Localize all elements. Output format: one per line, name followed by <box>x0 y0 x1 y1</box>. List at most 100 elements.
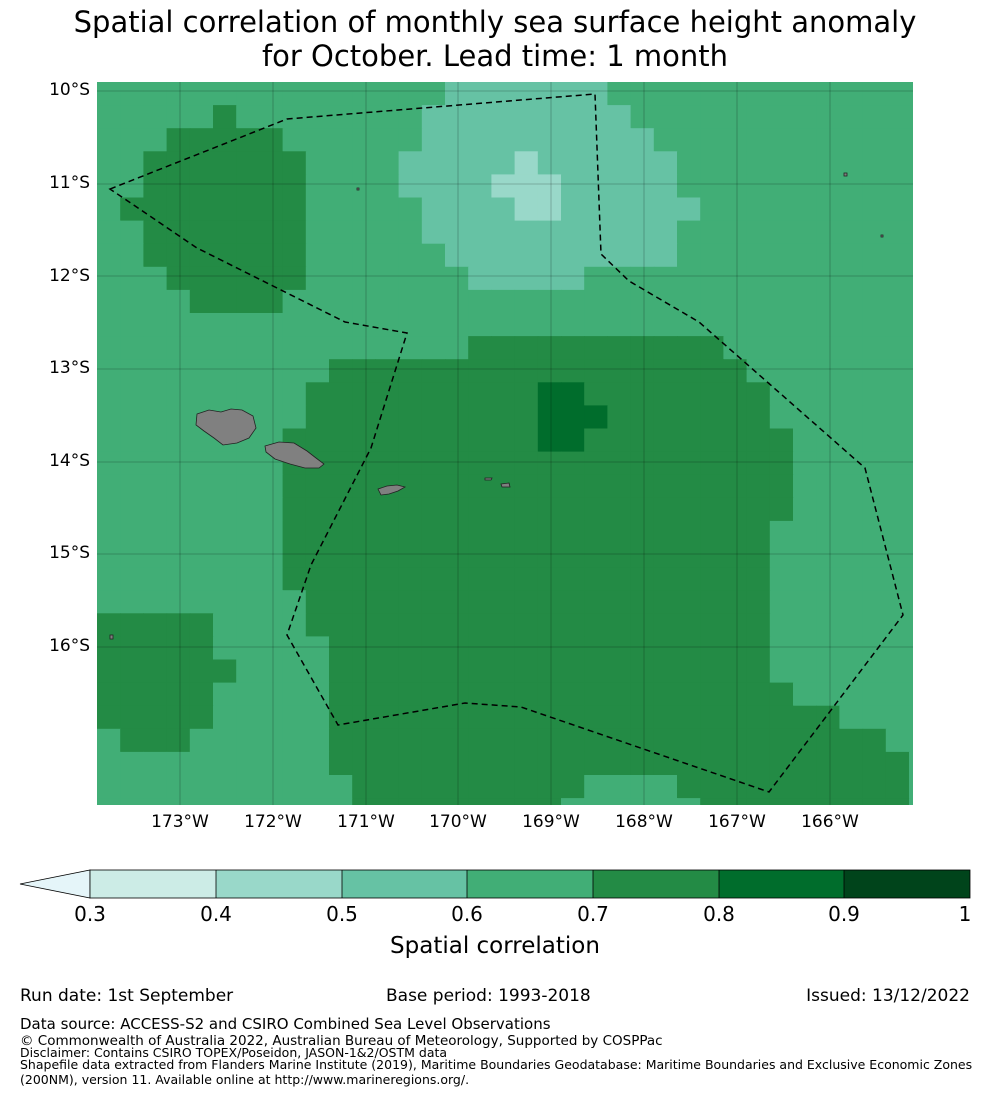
correlation-cell <box>352 474 376 499</box>
correlation-cell <box>120 359 144 383</box>
correlation-cell <box>468 497 492 522</box>
correlation-cell <box>537 405 562 430</box>
map-title-line-1: Spatial correlation of monthly sea surfa… <box>73 5 917 39</box>
correlation-cell <box>793 243 817 268</box>
correlation-cell <box>793 266 817 291</box>
correlation-cell <box>282 174 307 199</box>
correlation-cell <box>213 544 237 568</box>
correlation-cell <box>653 798 678 805</box>
correlation-cell <box>793 405 817 430</box>
correlation-cell <box>143 382 168 406</box>
correlation-cell <box>445 151 469 175</box>
correlation-cell <box>305 336 330 360</box>
correlation-cell <box>329 336 353 360</box>
correlation-cell <box>143 174 168 199</box>
correlation-cell <box>862 659 887 684</box>
correlation-cell <box>514 659 539 684</box>
correlation-cell <box>166 728 191 753</box>
correlation-cell <box>421 613 446 637</box>
correlation-cell <box>700 105 724 129</box>
correlation-cell <box>839 359 864 383</box>
correlation-cell <box>839 128 864 152</box>
correlation-cell <box>166 520 191 545</box>
correlation-cell <box>885 151 910 175</box>
correlation-cell <box>375 705 400 730</box>
correlation-cell <box>723 382 748 406</box>
correlation-cell <box>120 105 144 129</box>
colorbar-tick-label: 0.3 <box>74 902 106 926</box>
correlation-cell <box>700 313 724 337</box>
correlation-cell <box>120 82 144 106</box>
correlation-cell <box>630 128 655 152</box>
correlation-cell <box>491 128 516 152</box>
correlation-cell <box>769 428 794 453</box>
correlation-cell <box>607 197 632 222</box>
correlation-cell <box>305 382 330 406</box>
correlation-cell <box>189 105 214 129</box>
correlation-cell <box>97 220 121 245</box>
correlation-cell <box>909 151 913 175</box>
correlation-cell <box>143 474 168 499</box>
correlation-cell <box>584 243 608 268</box>
correlation-cell <box>909 174 913 199</box>
correlation-cell <box>421 382 446 406</box>
correlation-cell <box>653 775 678 799</box>
correlation-cell <box>236 636 260 661</box>
correlation-cell <box>282 266 307 291</box>
lon-tick-label: 172°W <box>244 812 302 832</box>
correlation-cell <box>700 798 724 805</box>
small-island <box>356 187 360 191</box>
correlation-cell <box>97 289 121 314</box>
correlation-cell <box>793 474 817 499</box>
correlation-cell <box>143 567 168 591</box>
correlation-cell <box>839 751 864 776</box>
correlation-cell <box>769 105 794 129</box>
correlation-cell <box>653 659 678 684</box>
correlation-cell <box>189 520 214 545</box>
correlation-cell <box>537 289 562 314</box>
correlation-cell <box>120 336 144 360</box>
correlation-cell <box>746 544 771 568</box>
correlation-cell <box>653 105 678 129</box>
correlation-cell <box>282 243 307 268</box>
lat-tick-label: 11°S <box>49 173 90 193</box>
correlation-cell <box>445 590 469 614</box>
correlation-cell <box>839 82 864 106</box>
lon-tick-label: 166°W <box>801 812 859 832</box>
correlation-cell <box>352 636 376 661</box>
correlation-cell <box>653 174 678 199</box>
correlation-cell <box>677 174 701 199</box>
correlation-cell <box>329 590 353 614</box>
correlation-cell <box>259 313 284 337</box>
correlation-cell <box>375 728 400 753</box>
correlation-cell <box>189 382 214 406</box>
correlation-cell <box>584 359 608 383</box>
correlation-cell <box>537 497 562 522</box>
correlation-cell <box>213 520 237 545</box>
correlation-cell <box>839 798 864 805</box>
correlation-cell <box>769 636 794 661</box>
correlation-cell <box>584 405 608 430</box>
correlation-cell <box>445 474 469 499</box>
correlation-cell <box>723 520 748 545</box>
correlation-cell <box>189 336 214 360</box>
correlation-cell <box>120 289 144 314</box>
lon-tick-label: 167°W <box>708 812 766 832</box>
correlation-cell <box>97 428 121 453</box>
correlation-cell <box>97 705 121 730</box>
correlation-cell <box>630 151 655 175</box>
correlation-cell <box>189 705 214 730</box>
correlation-cell <box>143 289 168 314</box>
correlation-cell <box>259 520 284 545</box>
correlation-cell <box>120 798 144 805</box>
correlation-cell <box>491 105 516 129</box>
correlation-cell <box>723 590 748 614</box>
correlation-cell <box>97 751 121 776</box>
correlation-cell <box>259 82 284 106</box>
colorbar-title: Spatial correlation <box>390 933 600 959</box>
correlation-cell <box>445 682 469 707</box>
correlation-cell <box>213 336 237 360</box>
correlation-cell <box>375 266 400 291</box>
correlation-cell <box>445 82 469 106</box>
correlation-cell <box>236 289 260 314</box>
